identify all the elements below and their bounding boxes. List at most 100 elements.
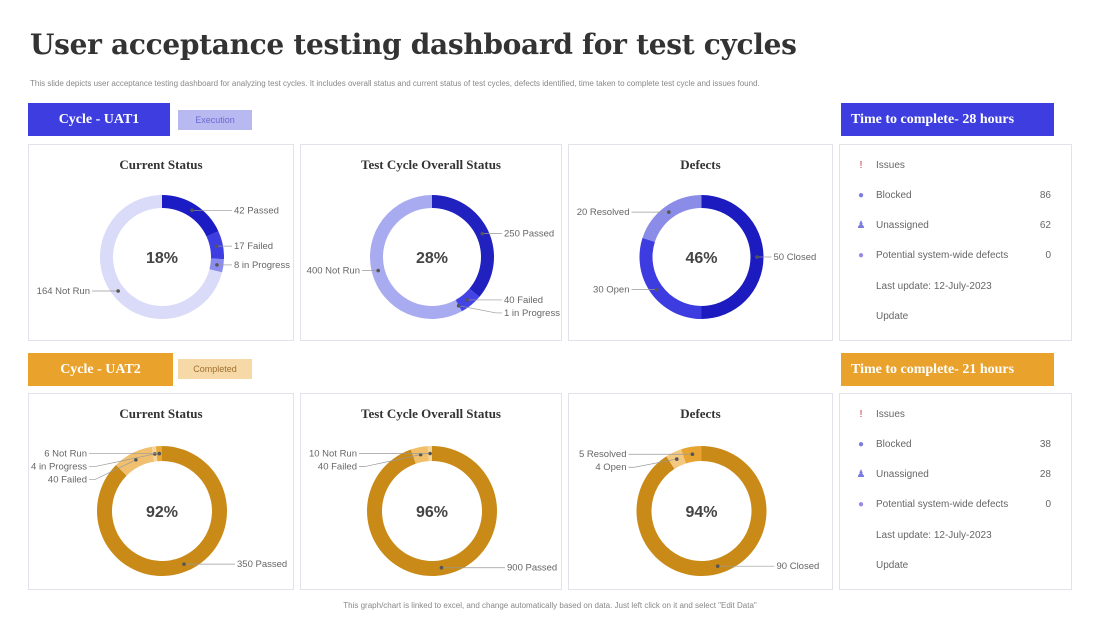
chart-title: Test Cycle Overall Status [361, 406, 501, 421]
page-subtitle: This slide depicts user acceptance testi… [30, 79, 760, 88]
center-percentage: 96% [416, 504, 448, 521]
donut-slice-not-run [369, 195, 462, 319]
issues-header: ! Issues [854, 409, 1051, 420]
chart-title: Defects [680, 406, 721, 421]
slice-label: 17 Failed [234, 241, 273, 252]
issue-label: Last update: 12-July-2023 [876, 530, 992, 541]
leader-dot [667, 210, 671, 214]
leader-dot [152, 452, 157, 456]
issue-count: 0 [1045, 250, 1051, 261]
leader-dot [465, 298, 469, 302]
issue-count: 62 [1039, 220, 1051, 231]
slice-label: 40 Failed [504, 295, 543, 306]
issue-row-potential-system-wide-defects: ● Potential system-wide defects 0 [854, 250, 1051, 261]
leader-dot [116, 289, 120, 293]
unassigned-icon: ♟ [856, 469, 866, 480]
slice-label: 5 Resolved [579, 449, 627, 460]
issue-label: Unassigned [876, 220, 929, 231]
issues-header: ! Issues [854, 160, 1051, 171]
cycle-uat1-status-badge: Execution [178, 110, 252, 130]
donut-chart: 350 Passed 40 Failed 4 in Progress 6 Not Ru… [31, 446, 287, 576]
center-percentage: 92% [146, 504, 178, 521]
chart-panel-cycle-uat2-current-status: Current Status 350 Passed 40 Failed 4 in Pr… [28, 393, 294, 590]
issue-row-unassigned: ♟ Unassigned 62 [854, 220, 1051, 231]
center-percentage: 18% [146, 250, 178, 267]
issue-count: 86 [1039, 190, 1051, 201]
update-link[interactable]: Update [854, 311, 1051, 322]
leader-dot [654, 287, 659, 292]
potential-system-wide-defects-icon: ● [857, 499, 865, 510]
slice-label: 6 Not Run [44, 449, 87, 460]
chart-panel-cycle-uat1-defects: Defects 50 Closed 30 Open 20 Resolved 46% [568, 144, 833, 341]
donut-chart: 900 Passed 40 Failed 10 Not Run 96% [309, 446, 557, 576]
slice-label: 164 Not Run [37, 286, 90, 297]
issue-row-blocked: ● Blocked 38 [854, 439, 1051, 450]
issue-row-blocked: ● Blocked 86 [854, 190, 1051, 201]
issue-label: Issues [876, 409, 905, 420]
slice-label: 10 Not Run [309, 449, 357, 460]
chart-panel-cycle-uat1-test-cycle-overall-status: Test Cycle Overall Status 250 Passed 40 Fa… [300, 144, 562, 341]
slice-label: 42 Passed [234, 205, 279, 216]
donut-slice-open [639, 237, 702, 319]
leader-dot [190, 208, 194, 213]
issue-label: Update [876, 311, 909, 322]
leader-dot [428, 451, 432, 456]
issue-count: 38 [1039, 439, 1051, 450]
page-title: User acceptance testing dashboard for te… [30, 28, 797, 61]
leader-dot [376, 268, 380, 273]
cycle-uat1-label: Cycle - UAT1 [28, 103, 170, 136]
chart-title: Current Status [119, 157, 203, 172]
slice-label: 40 Failed [318, 462, 357, 473]
donut-chart: 42 Passed 17 Failed 8 in Progress 164 Not R… [37, 195, 290, 319]
center-percentage: 28% [416, 250, 448, 267]
leader-dot [157, 451, 162, 456]
leader-dot [674, 457, 679, 461]
issue-label: Issues [876, 160, 905, 171]
last-update: Last update: 12-July-2023 [854, 281, 1051, 292]
donut-slice-resolved [642, 195, 702, 242]
leader-dot [715, 564, 720, 568]
issue-label: Potential system-wide defects [876, 499, 1009, 510]
slice-label: 4 Open [595, 462, 626, 473]
donut-slice-passed [432, 195, 494, 298]
issue-label: Update [876, 560, 909, 571]
issues-panel-uat2: ! Issues ● Blocked 38 ♟ Unassigned 28 ● Potential… [839, 393, 1072, 590]
leader-dot [456, 303, 461, 308]
donut-slice-passed [162, 195, 219, 237]
issue-row-unassigned: ♟ Unassigned 28 [854, 469, 1051, 480]
donut-slice-closed [701, 195, 764, 319]
chart-panel-cycle-uat2-defects: Defects 90 Closed 4 Open 5 Resolved 94% [568, 393, 833, 590]
slice-label: 30 Open [593, 285, 629, 296]
slice-label: 400 Not Run [307, 266, 360, 277]
leader-dot [439, 565, 444, 570]
leader-dot [134, 457, 138, 462]
issue-row-potential-system-wide-defects: ● Potential system-wide defects 0 [854, 499, 1051, 510]
leader-dot [182, 562, 186, 566]
cycle-uat2-status-badge: Completed [178, 359, 252, 379]
blocked-icon: ● [857, 190, 865, 201]
slice-label: 40 Failed [48, 475, 87, 486]
cycle-uat2-time-to-complete: Time to complete- 21 hours [841, 353, 1054, 386]
update-link[interactable]: Update [854, 560, 1051, 571]
issues-panel-uat1: ! Issues ● Blocked 86 ♟ Unassigned 62 ● Potential… [839, 144, 1072, 341]
leader-line [359, 454, 421, 467]
issue-label: Potential system-wide defects [876, 250, 1009, 261]
leader-dot [690, 452, 695, 457]
slice-label: 90 Closed [777, 561, 820, 572]
exclamation-icon: ! [859, 160, 863, 171]
slice-label: 50 Closed [774, 252, 817, 263]
leader-line [89, 453, 155, 467]
slice-label: 250 Passed [504, 229, 554, 240]
chart-panel-cycle-uat1-current-status: Current Status 42 Passed 17 Failed 8 in Pro… [28, 144, 294, 341]
issue-label: Blocked [876, 439, 912, 450]
slice-label: 8 in Progress [234, 260, 290, 271]
unassigned-icon: ♟ [856, 220, 866, 231]
cycle-uat2-label: Cycle - UAT2 [28, 353, 173, 386]
chart-title: Test Cycle Overall Status [361, 157, 501, 172]
exclamation-icon: ! [859, 409, 863, 420]
issue-label: Unassigned [876, 469, 929, 480]
slice-label: 350 Passed [237, 559, 287, 570]
cycle-uat1-time-to-complete: Time to complete- 28 hours [841, 103, 1054, 136]
slice-label: 900 Passed [507, 563, 557, 574]
